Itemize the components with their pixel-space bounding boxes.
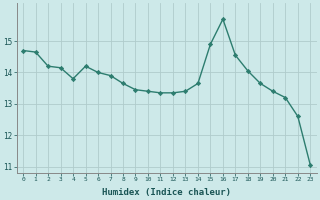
X-axis label: Humidex (Indice chaleur): Humidex (Indice chaleur)	[102, 188, 231, 197]
